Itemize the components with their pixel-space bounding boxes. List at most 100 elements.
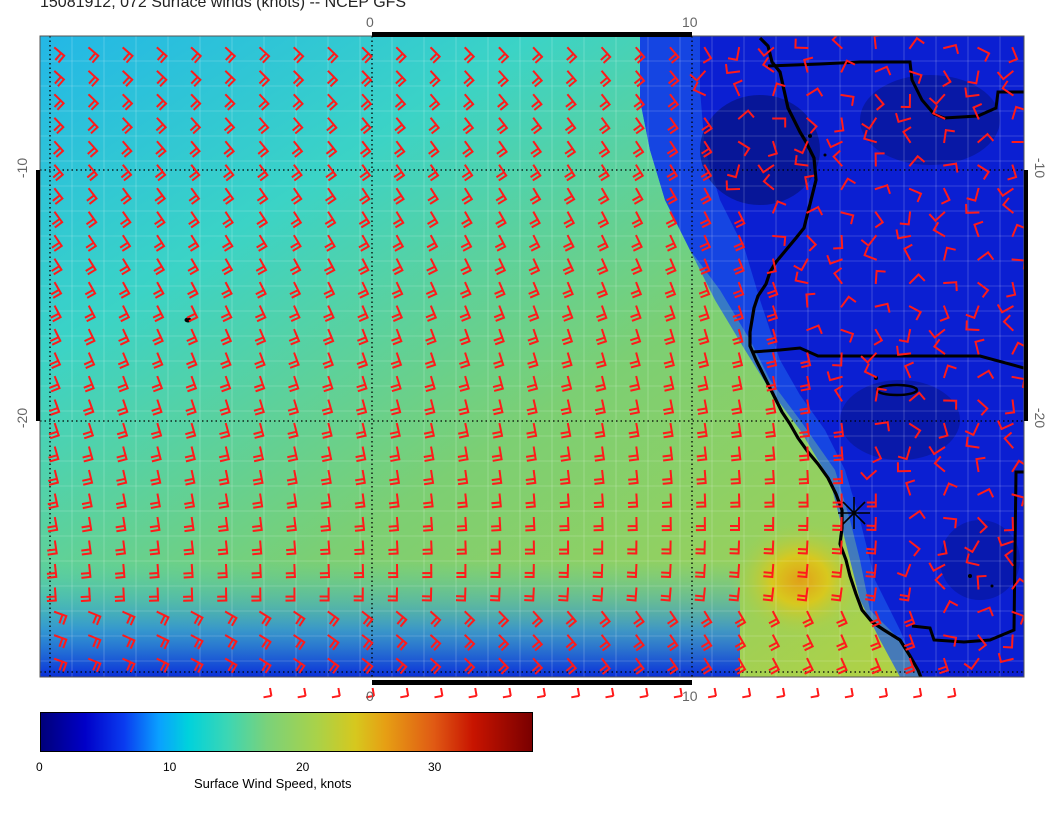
- wind-barb: [631, 211, 644, 229]
- wind-barb: [253, 399, 265, 416]
- wind-barb: [771, 200, 787, 214]
- wind-barb: [942, 364, 957, 379]
- wind-barb: [322, 375, 334, 393]
- wind-barb: [1006, 281, 1017, 298]
- wind-barb: [319, 563, 331, 579]
- wind-barb: [493, 328, 505, 346]
- wind-barb: [966, 187, 980, 202]
- right-tick-minus10: -10: [1032, 157, 1049, 179]
- wind-barb: [459, 281, 472, 299]
- wind-barb: [47, 469, 60, 486]
- wind-barb: [1001, 197, 1015, 214]
- wind-barb: [731, 352, 744, 369]
- wind-barb: [150, 493, 161, 509]
- wind-barb: [321, 399, 334, 416]
- wind-barb: [940, 187, 951, 205]
- wind-barb: [933, 338, 946, 355]
- wind-barb: [833, 384, 844, 402]
- wind-barb: [457, 493, 468, 509]
- wind-barb: [1001, 80, 1014, 97]
- wind-barb: [457, 469, 469, 486]
- wind-barb: [905, 479, 916, 496]
- wind-barb: [389, 469, 401, 486]
- wind-barb: [734, 610, 747, 628]
- wind-barb: [154, 164, 167, 182]
- wind-barb: [186, 305, 199, 323]
- wind-barb: [185, 399, 197, 416]
- wind-barb: [325, 164, 338, 182]
- wind-barb: [565, 657, 578, 675]
- wind-barb: [667, 610, 679, 628]
- wind-barb: [391, 328, 403, 346]
- wind-barb: [977, 606, 994, 617]
- wind-barb: [593, 493, 605, 509]
- wind-barb: [667, 117, 679, 135]
- wind-barb: [933, 455, 946, 473]
- wind-barb: [357, 305, 369, 323]
- wind-barb: [700, 187, 712, 205]
- wind-barb: [730, 469, 741, 485]
- wind-barb: [490, 563, 501, 579]
- wind-barb: [53, 610, 68, 625]
- wind-barb: [840, 328, 855, 343]
- wind-barb: [391, 281, 404, 299]
- wind-barb: [733, 258, 745, 275]
- wind-barb: [766, 328, 778, 345]
- wind-barb: [458, 399, 470, 416]
- wind-barb: [895, 229, 912, 240]
- wind-barb: [560, 446, 571, 462]
- colorbar-tick-20: 20: [296, 760, 310, 774]
- wind-barb: [490, 540, 501, 555]
- wind-barb: [434, 687, 444, 699]
- wind-barb: [631, 234, 643, 252]
- wind-barb: [701, 140, 713, 158]
- wind-barb: [53, 46, 66, 64]
- wind-barb: [463, 634, 476, 652]
- wind-barb: [943, 162, 959, 173]
- wind-barb: [86, 187, 98, 205]
- wind-barb: [423, 446, 435, 462]
- wind-barb: [497, 70, 510, 88]
- wind-barb: [321, 446, 333, 463]
- wind-barb: [699, 258, 711, 275]
- wind-barb: [976, 516, 989, 534]
- wind-barb: [598, 164, 610, 182]
- map-title: 15081912, 072 Surface winds (knots) -- N…: [40, 0, 407, 11]
- wind-barb: [1008, 46, 1019, 64]
- wind-barb: [761, 56, 775, 73]
- wind-barb: [531, 93, 543, 111]
- wind-barb: [219, 399, 231, 416]
- wind-barb: [183, 563, 194, 579]
- wind-barb: [772, 234, 787, 247]
- wind-barb: [663, 375, 675, 392]
- wind-barb: [81, 493, 93, 510]
- wind-barb: [628, 446, 640, 462]
- wind-barb: [605, 687, 615, 699]
- wind-barb: [903, 361, 915, 379]
- wind-barb: [156, 634, 170, 650]
- wind-barb: [46, 563, 58, 579]
- wind-barb: [83, 399, 95, 416]
- wind-barb: [293, 657, 306, 674]
- wind-barb: [461, 187, 474, 205]
- wind-barb: [689, 70, 707, 82]
- wind-barb: [154, 187, 167, 205]
- wind-barb: [462, 140, 474, 158]
- wind-barb: [153, 258, 166, 276]
- wind-barb: [395, 46, 407, 64]
- wind-barb: [155, 117, 168, 135]
- wind-barb: [560, 422, 572, 439]
- wind-barb: [285, 563, 296, 579]
- wind-barb: [561, 328, 574, 346]
- wind-barb: [702, 46, 713, 64]
- wind-barb: [660, 587, 672, 602]
- wind-barb: [150, 446, 162, 463]
- wind-barb: [153, 234, 166, 252]
- wind-barb: [627, 493, 639, 509]
- wind-barb: [531, 610, 544, 628]
- wind-barb: [426, 258, 438, 276]
- wind-barb: [965, 320, 980, 332]
- wind-barb: [727, 46, 741, 61]
- wind-barb: [1011, 223, 1024, 238]
- wind-barb: [320, 516, 332, 532]
